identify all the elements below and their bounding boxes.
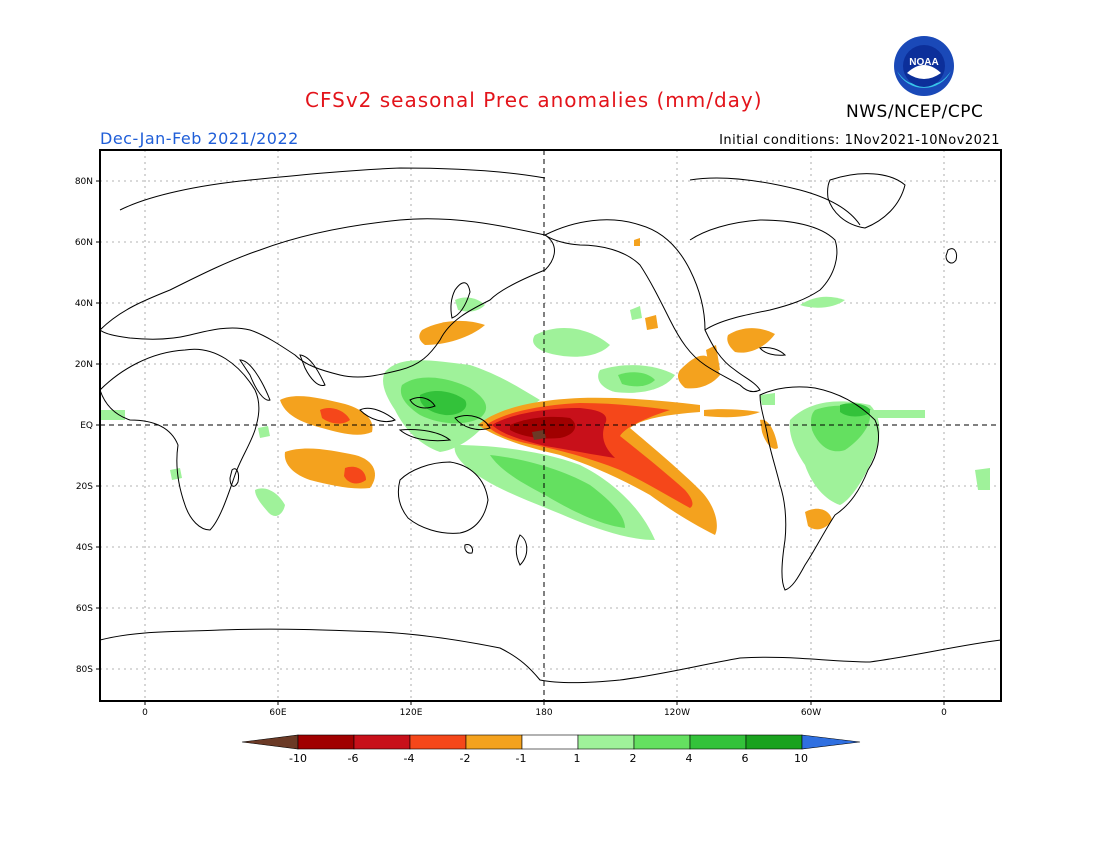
- colorbar-arrow-high: [801, 734, 861, 750]
- lat-label: EQ: [80, 421, 93, 431]
- initial-conditions-label: Initial conditions: 1Nov2021-10Nov2021: [719, 133, 1000, 148]
- colorbar-label: -2: [460, 752, 471, 765]
- colorbar-label: 6: [742, 752, 749, 765]
- colorbar-label: 1: [574, 752, 581, 765]
- colorbar-swatch: [577, 734, 635, 750]
- latitude-labels: 80N 60N 40N 20N EQ 20S 40S 60S 80S: [75, 177, 93, 675]
- colorbar-arrow-low: [241, 734, 299, 750]
- noaa-logo: NOAA: [893, 35, 955, 97]
- colorbar-swatch: [521, 734, 579, 750]
- colorbar-label: -4: [404, 752, 415, 765]
- colorbar-label: 10: [794, 752, 808, 765]
- colorbar-swatch: [465, 734, 523, 750]
- lon-label: 60E: [269, 708, 286, 718]
- svg-text:NOAA: NOAA: [909, 57, 938, 68]
- lon-label: 0: [142, 708, 148, 718]
- colorbar-swatch: [689, 734, 747, 750]
- lat-label: 40N: [75, 299, 93, 309]
- lat-ticks: [96, 180, 100, 670]
- lat-label: 20N: [75, 360, 93, 370]
- lon-label: 120E: [400, 708, 423, 718]
- colorbar-label: -1: [516, 752, 527, 765]
- agency-label: NWS/NCEP/CPC: [846, 102, 984, 122]
- map-gridlines: [100, 150, 1001, 701]
- colorbar-labels: -10 -6 -4 -2 -1 1 2 4 6 10: [289, 752, 808, 765]
- lat-label: 80S: [76, 665, 93, 675]
- season-label: Dec-Jan-Feb 2021/2022: [100, 129, 299, 148]
- colorbar: [241, 734, 861, 750]
- lon-label: 0: [941, 708, 947, 718]
- colorbar-swatch: [297, 734, 355, 750]
- lat-label: 80N: [75, 177, 93, 187]
- colorbar-label: 2: [630, 752, 637, 765]
- lon-label: 60W: [801, 708, 821, 718]
- colorbar-swatch: [353, 734, 411, 750]
- colorbar-swatch: [745, 734, 803, 750]
- lon-label: 120W: [664, 708, 690, 718]
- lon-label: 180: [535, 708, 552, 718]
- lat-label: 60S: [76, 604, 93, 614]
- colorbar-swatch: [409, 734, 467, 750]
- lat-label: 20S: [76, 482, 93, 492]
- colorbar-label: -10: [289, 752, 307, 765]
- map-title: CFSv2 seasonal Prec anomalies (mm/day): [305, 88, 763, 112]
- dry-anomaly-fields: [280, 238, 832, 535]
- lon-ticks: [144, 701, 945, 705]
- colorbar-label: -6: [348, 752, 359, 765]
- longitude-labels: 0 60E 120E 180 120W 60W 0: [142, 708, 947, 718]
- colorbar-label: 4: [686, 752, 693, 765]
- lat-label: 60N: [75, 238, 93, 248]
- lat-label: 40S: [76, 543, 93, 553]
- colorbar-swatch: [633, 734, 691, 750]
